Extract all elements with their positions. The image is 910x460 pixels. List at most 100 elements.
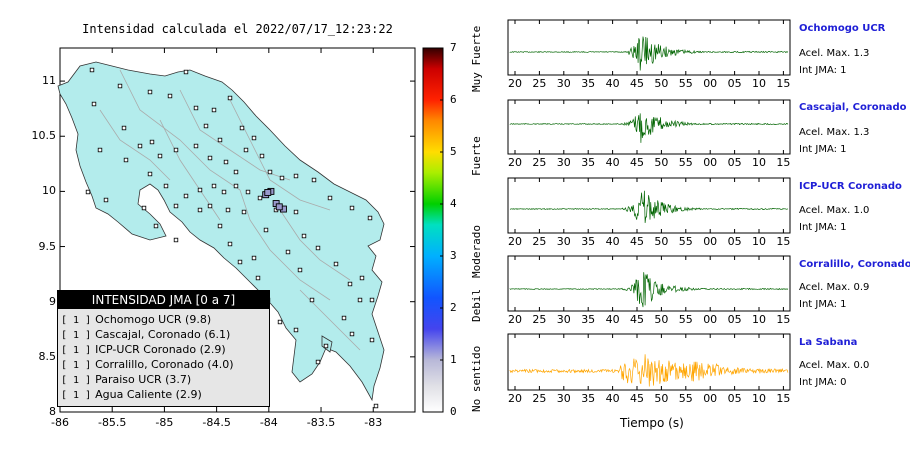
map-y-tick-label: 11 [42,74,56,88]
colorbar-tick-label: 5 [450,145,457,158]
station-marker [241,209,247,215]
waveform-tick-label: 05 [727,392,742,405]
waveform-tick-label: 10 [752,77,766,90]
station-marker [251,135,257,141]
station-marker [211,183,217,189]
waveform-tick-label: 30 [556,156,571,169]
station-marker [193,143,199,149]
waveform-frame [507,19,791,76]
colorbar-tick-label: 2 [450,301,457,314]
station-marker [333,261,339,267]
waveform-tick-label: 00 [703,156,718,169]
waveform-tick-label: 55 [678,156,693,169]
waveform-trace [509,113,789,143]
legend-item: [ 1 ] Ochomogo UCR (9.8) [61,313,212,326]
waveform-tick-label: 55 [678,77,693,90]
legend-item: [ 1 ] Paraiso UCR (3.7) [61,373,192,386]
station-marker [97,147,103,153]
station-marker [211,107,217,113]
station-marker [263,227,269,233]
waveform-tick-label: 35 [581,77,596,90]
waveform-tick-label: 45 [630,313,644,326]
station-marker [117,83,123,89]
waveform-tick-label: 20 [508,235,522,248]
station-name-cascajal: Cascajal, Coronado [799,102,907,113]
station-marker [251,255,257,261]
waveform-tick-label: 50 [654,77,669,90]
waveform-tick-label: 10 [752,392,766,405]
station-marker [239,125,245,131]
station-marker [367,215,373,221]
station-acc-icp: Acel. Max. 1.0 [799,205,870,216]
waveform-tick-label: 20 [508,392,522,405]
station-marker [255,275,261,281]
waveform-tick-label: 45 [630,392,644,405]
station-marker [277,319,283,325]
waveform-tick-label: 45 [630,235,644,248]
waveform-trace [509,272,789,308]
station-marker [197,187,203,193]
waveform-tick-label: 40 [605,156,620,169]
station-marker [89,67,95,73]
station-marker [369,297,375,303]
station-marker [237,259,243,265]
station-marker [223,159,229,165]
station-marker [85,189,91,195]
map-x-tick-label: -84 [259,416,278,429]
waveform-tick-label: 45 [630,77,644,90]
station-int-icp: Int JMA: 1 [799,222,847,233]
station-marker [349,205,355,211]
station-marker [203,123,209,129]
waveform-tick-label: 25 [532,392,547,405]
station-marker [233,183,239,189]
waveform-tick-label: 40 [605,235,620,248]
station-marker [141,205,147,211]
map-y-tick-label: 10 [42,184,56,198]
station-marker [163,183,169,189]
map-x-tick-label: -84.5 [202,416,231,429]
station-marker [197,207,203,213]
map-y-tick-label: 9 [49,294,56,308]
station-acc-cascajal: Acel. Max. 1.3 [799,127,870,138]
station-marker [183,69,189,75]
waveform-tick-label: 25 [532,77,547,90]
waveform-tick-label: 50 [654,156,669,169]
waveform-tick-label: 10 [752,156,766,169]
station-marker [349,331,355,337]
legend-title: INTENSIDAD JMA [0 a 7] [58,291,269,309]
map-x-tick-label: -83.5 [306,416,336,429]
station-marker [311,177,317,183]
time-axis-label: Tiempo (s) [620,416,684,430]
station-acc-corralillo: Acel. Max. 0.9 [799,282,870,293]
waveform-frame [507,99,791,155]
station-marker [147,89,153,95]
waveform-tick-label: 05 [727,77,742,90]
featured-station-marker [275,203,283,211]
map-x-tick-label: -86 [51,416,69,429]
waveform-tick-label: 15 [776,392,791,405]
station-marker [233,169,239,175]
station-marker [341,315,347,321]
station-acc-la-sabana: Acel. Max. 0.0 [799,360,870,371]
waveform-tick-label: 35 [581,392,596,405]
station-marker [309,297,315,303]
waveform-panel [507,19,791,76]
waveform-tick-label: 25 [532,235,547,248]
station-markers [85,67,379,409]
waveform-tick-label: 45 [630,156,644,169]
station-marker [323,343,329,349]
station-int-corralillo: Int JMA: 1 [799,299,847,310]
waveform-tick-label: 30 [556,392,571,405]
waveform-tick-label: 05 [727,235,742,248]
map-x-tick-label: -85.5 [97,416,127,429]
colorbar-tick-label: 0 [450,405,457,418]
station-name-icp: ICP-UCR Coronado [799,181,902,192]
station-marker [173,147,179,153]
waveform-tick-label: 00 [703,77,718,90]
station-marker [315,245,321,251]
station-marker [147,171,153,177]
featured-station-marker [264,189,272,196]
station-marker [103,197,109,203]
station-marker [193,105,199,111]
station-marker [183,193,189,199]
